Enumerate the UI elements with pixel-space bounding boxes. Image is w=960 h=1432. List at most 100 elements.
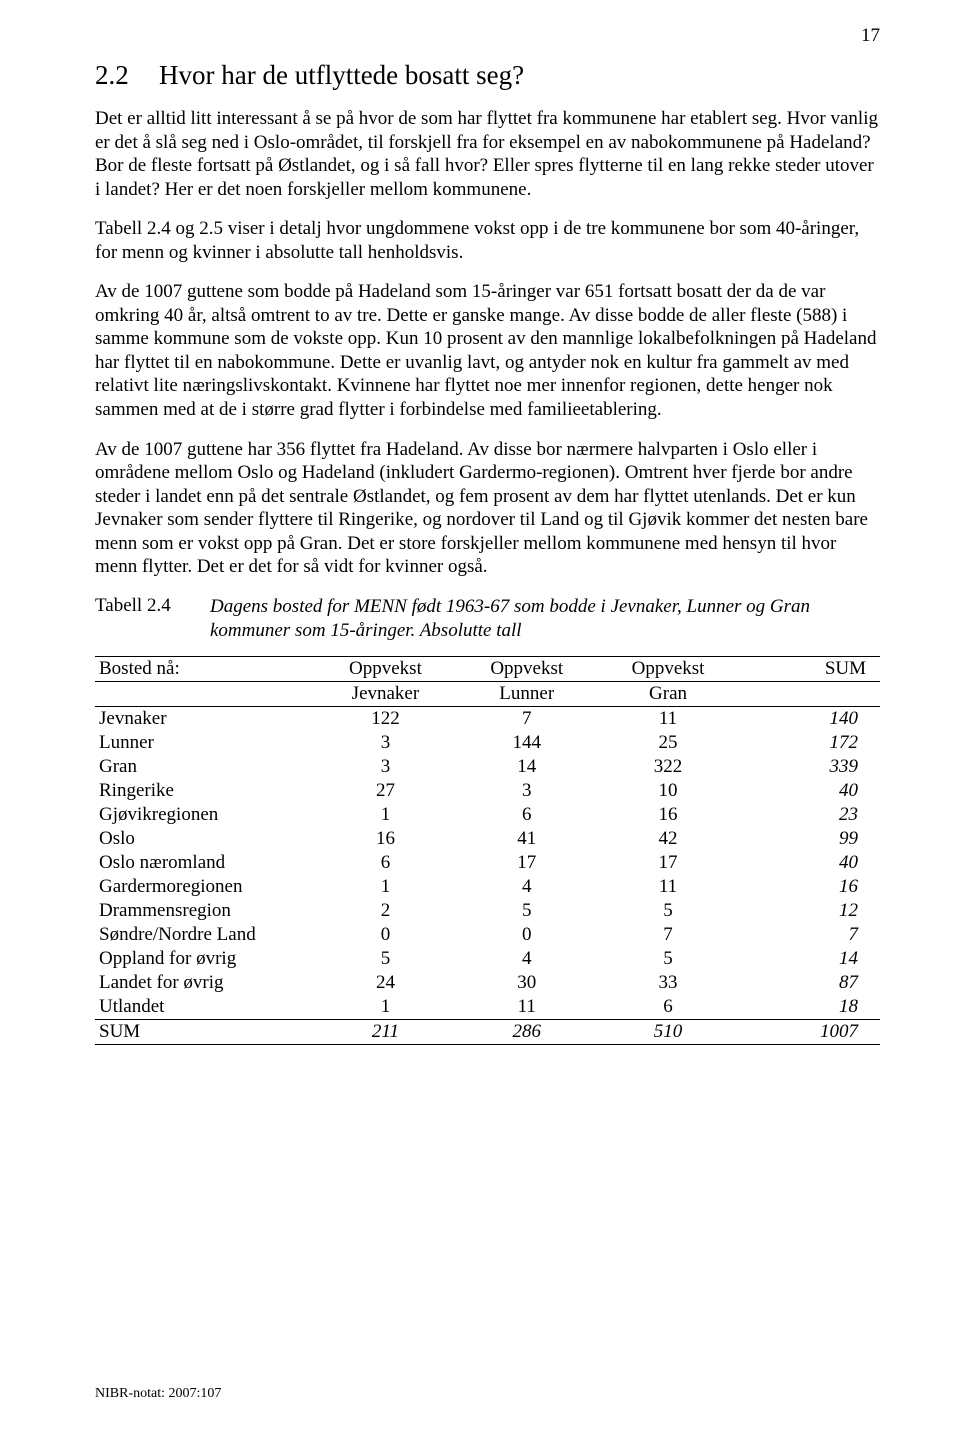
row-label: Gardermoregionen	[95, 875, 315, 899]
table-caption-label: Tabell 2.4	[95, 595, 210, 643]
row-label: Gjøvikregionen	[95, 803, 315, 827]
cell: 30	[456, 971, 597, 995]
header-blank	[95, 682, 315, 707]
table-row: Oppland for øvrig54514	[95, 947, 880, 971]
row-sum: 23	[739, 803, 880, 827]
cell: 33	[597, 971, 738, 995]
cell: 16	[315, 827, 456, 851]
cell: 322	[597, 755, 738, 779]
row-sum: 7	[739, 923, 880, 947]
cell: 7	[597, 923, 738, 947]
row-label: Oslo	[95, 827, 315, 851]
data-table: Bosted nå: Oppvekst Oppvekst Oppvekst SU…	[95, 656, 880, 1045]
cell: 5	[597, 899, 738, 923]
cell: 24	[315, 971, 456, 995]
section-title: Hvor har de utflyttede bosatt seg?	[159, 60, 524, 90]
row-sum: 14	[739, 947, 880, 971]
cell: 6	[315, 851, 456, 875]
paragraph-2: Tabell 2.4 og 2.5 viser i detalj hvor un…	[95, 217, 880, 264]
header-sum: SUM	[739, 657, 880, 682]
row-sum: 99	[739, 827, 880, 851]
page-number: 17	[861, 25, 880, 47]
table-row: Utlandet111618	[95, 995, 880, 1020]
row-sum: 12	[739, 899, 880, 923]
header-sum-blank	[739, 682, 880, 707]
table-row: Ringerike2731040	[95, 779, 880, 803]
row-sum: 172	[739, 731, 880, 755]
cell: 5	[456, 899, 597, 923]
table-row: Jevnaker122711140	[95, 707, 880, 732]
row-sum: 40	[739, 851, 880, 875]
cell: 122	[315, 707, 456, 732]
cell: 6	[597, 995, 738, 1020]
table-sum-row: SUM2112865101007	[95, 1020, 880, 1045]
cell: 14	[456, 755, 597, 779]
row-label: Oslo næromland	[95, 851, 315, 875]
cell: 10	[597, 779, 738, 803]
section-number: 2.2	[95, 60, 159, 91]
cell: 27	[315, 779, 456, 803]
table-row: Søndre/Nordre Land0077	[95, 923, 880, 947]
footer-text: NIBR-notat: 2007:107	[95, 1386, 221, 1402]
table-header-row-1: Bosted nå: Oppvekst Oppvekst Oppvekst SU…	[95, 657, 880, 682]
row-sum: 87	[739, 971, 880, 995]
cell: 2	[315, 899, 456, 923]
cell: 11	[597, 707, 738, 732]
table-caption-text: Dagens bosted for MENN født 1963-67 som …	[210, 595, 880, 643]
cell: 1	[315, 995, 456, 1020]
row-label: Oppland for øvrig	[95, 947, 315, 971]
table-caption: Tabell 2.4 Dagens bosted for MENN født 1…	[95, 595, 880, 643]
header-oppvekst-2: Oppvekst	[456, 657, 597, 682]
header-lunner: Lunner	[456, 682, 597, 707]
row-sum: 140	[739, 707, 880, 732]
header-oppvekst-3: Oppvekst	[597, 657, 738, 682]
table-row: Gjøvikregionen161623	[95, 803, 880, 827]
cell: 3	[315, 731, 456, 755]
table-row: Landet for øvrig24303387	[95, 971, 880, 995]
row-label: Drammensregion	[95, 899, 315, 923]
cell: 16	[597, 803, 738, 827]
cell: 5	[315, 947, 456, 971]
cell: 3	[315, 755, 456, 779]
header-jevnaker: Jevnaker	[315, 682, 456, 707]
section-heading: 2.2Hvor har de utflyttede bosatt seg?	[95, 60, 880, 91]
table-row: Lunner314425172	[95, 731, 880, 755]
cell: 1	[315, 803, 456, 827]
row-label: Ringerike	[95, 779, 315, 803]
header-gran: Gran	[597, 682, 738, 707]
cell: 0	[456, 923, 597, 947]
cell: 17	[456, 851, 597, 875]
cell: 1	[315, 875, 456, 899]
cell: 7	[456, 707, 597, 732]
paragraph-4: Av de 1007 guttene har 356 flyttet fra H…	[95, 438, 880, 579]
row-sum: 339	[739, 755, 880, 779]
header-oppvekst-1: Oppvekst	[315, 657, 456, 682]
row-sum: 16	[739, 875, 880, 899]
cell: 42	[597, 827, 738, 851]
cell: 6	[456, 803, 597, 827]
cell: 25	[597, 731, 738, 755]
table-row: Gardermoregionen141116	[95, 875, 880, 899]
cell: 41	[456, 827, 597, 851]
cell: 144	[456, 731, 597, 755]
paragraph-1: Det er alltid litt interessant å se på h…	[95, 107, 880, 201]
sum-cell: 211	[315, 1020, 456, 1045]
row-sum: 40	[739, 779, 880, 803]
cell: 11	[456, 995, 597, 1020]
header-bosted: Bosted nå:	[95, 657, 315, 682]
table-row: Oslo næromland6171740	[95, 851, 880, 875]
table-header-row-2: Jevnaker Lunner Gran	[95, 682, 880, 707]
sum-cell: 510	[597, 1020, 738, 1045]
sum-label: SUM	[95, 1020, 315, 1045]
table-row: Oslo16414299	[95, 827, 880, 851]
cell: 11	[597, 875, 738, 899]
paragraph-3: Av de 1007 guttene som bodde på Hadeland…	[95, 280, 880, 421]
cell: 4	[456, 947, 597, 971]
row-label: Søndre/Nordre Land	[95, 923, 315, 947]
sum-total: 1007	[739, 1020, 880, 1045]
sum-cell: 286	[456, 1020, 597, 1045]
row-label: Gran	[95, 755, 315, 779]
row-label: Jevnaker	[95, 707, 315, 732]
cell: 5	[597, 947, 738, 971]
table-row: Gran314322339	[95, 755, 880, 779]
